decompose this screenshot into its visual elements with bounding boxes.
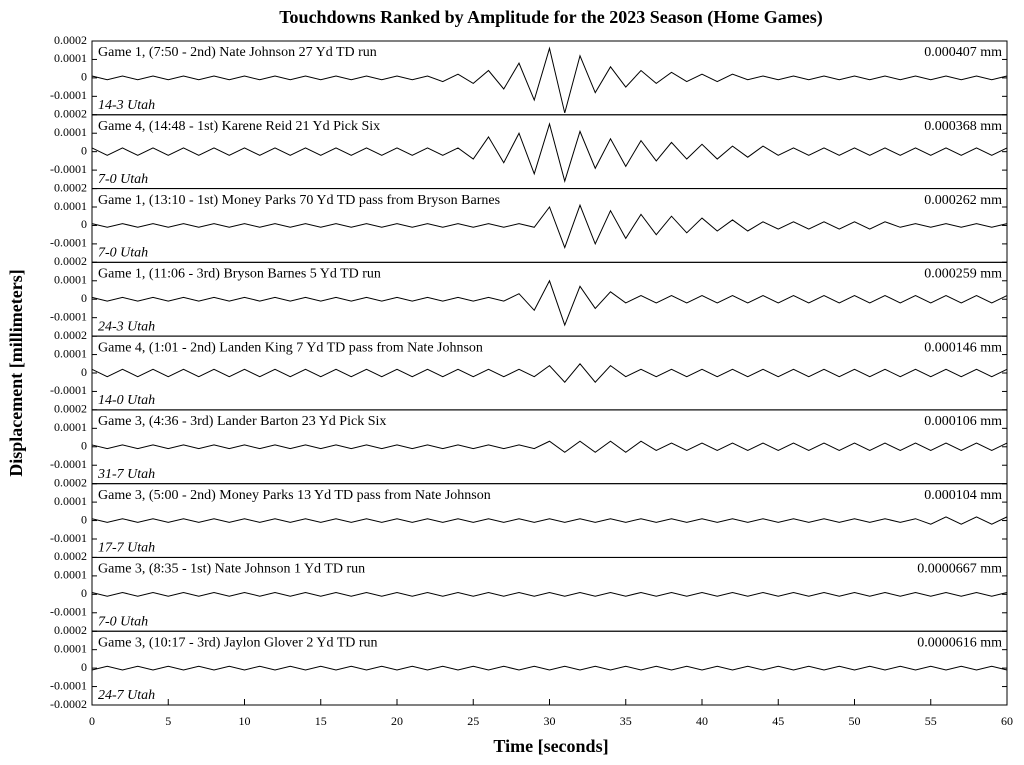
panel-score: 7-0 Utah [98,246,148,261]
panel-score: 14-3 Utah [98,98,155,113]
y-tick-label: 0.0001 [54,273,87,287]
waveform [91,122,1008,183]
x-tick-label: 10 [239,714,251,728]
y-tick-label: -0.0001 [50,383,87,397]
y-tick-label: 0.0001 [54,51,87,65]
y-tick-label: -0.0001 [50,162,87,176]
x-tick-label: 35 [620,714,632,728]
y-tick-label: 0.0001 [54,420,87,434]
panel-label: Game 4, (1:01 - 2nd) Landen King 7 Yd TD… [98,340,483,355]
y-tick-label: -0.0001 [50,678,87,692]
panel-label: Game 1, (11:06 - 3rd) Bryson Barnes 5 Yd… [98,267,381,282]
y-tick-label: 0.0002 [54,33,87,47]
chart-title: Touchdowns Ranked by Amplitude for the 2… [279,7,823,28]
panel-amplitude: 0.000368 mm [924,119,1002,134]
y-tick-label: 0.0002 [54,328,87,342]
waveform [91,665,1008,671]
y-tick-label: 0 [81,512,87,526]
x-tick-label: 60 [1001,714,1013,728]
waveform [91,46,1008,114]
waveform [91,362,1008,383]
y-tick-label: 0 [81,291,87,305]
y-tick-label: 0 [81,586,87,600]
y-tick-label: -0.0001 [50,605,87,619]
panel-score: 17-7 Utah [98,541,155,556]
y-axis-title: Displacement [millimeters] [6,269,26,476]
panel-amplitude: 0.000104 mm [924,488,1002,503]
y-tick-label: 0.0001 [54,494,87,508]
panel-label: Game 1, (13:10 - 1st) Money Parks 70 Yd … [98,193,500,208]
panel-score: 31-7 Utah [97,467,155,482]
x-tick-label: 0 [89,714,95,728]
y-tick-label: -0.0001 [50,88,87,102]
y-tick-label: 0.0001 [54,641,87,655]
waveform [91,440,1008,453]
y-tick-label: 0.0002 [54,475,87,489]
x-tick-label: 55 [925,714,937,728]
panel-amplitude: 0.000146 mm [924,340,1002,355]
x-tick-label: 15 [315,714,327,728]
x-tick-label: 50 [849,714,861,728]
y-tick-label: -0.0001 [50,236,87,250]
x-tick-label: 30 [544,714,556,728]
y-tick-label: 0.0001 [54,125,87,139]
panel-amplitude: 0.000407 mm [924,45,1002,60]
y-tick-label: -0.0001 [50,457,87,471]
x-tick-label: 5 [165,714,171,728]
waveform [91,203,1008,250]
x-tick-label: 20 [391,714,403,728]
y-tick-label: 0 [81,143,87,157]
panel-score: 14-0 Utah [98,393,155,408]
panel-score: 24-7 Utah [98,688,155,703]
panel-amplitude: 0.0000667 mm [917,562,1002,577]
panel-label: Game 3, (8:35 - 1st) Nate Johnson 1 Yd T… [98,562,365,577]
x-tick-label: 40 [696,714,708,728]
panel-score: 7-0 Utah [98,172,148,187]
y-tick-label: 0.0002 [54,254,87,268]
y-tick-label: 0.0001 [54,568,87,582]
x-tick-label: 45 [772,714,784,728]
x-axis-title: Time [seconds] [493,736,608,756]
panel-amplitude: 0.0000616 mm [917,635,1002,650]
y-tick-label: -0.0001 [50,309,87,323]
y-tick-label: 0.0001 [54,346,87,360]
y-tick-label: -0.0002 [50,697,87,711]
panel-score: 24-3 Utah [98,319,155,334]
y-tick-label: 0 [81,70,87,84]
panel-score: 7-0 Utah [98,614,148,629]
waveform [91,591,1008,597]
y-tick-label: 0.0002 [54,402,87,416]
x-tick-label: 25 [467,714,479,728]
panel-label: Game 3, (10:17 - 3rd) Jaylon Glover 2 Yd… [98,635,378,650]
y-tick-label: 0.0002 [54,623,87,637]
y-tick-label: 0 [81,660,87,674]
y-tick-label: 0.0002 [54,549,87,563]
panel-label: Game 4, (14:48 - 1st) Karene Reid 21 Yd … [98,119,380,134]
panel-amplitude: 0.000106 mm [924,414,1002,429]
panel-label: Game 1, (7:50 - 2nd) Nate Johnson 27 Yd … [98,45,377,60]
waveform [91,516,1008,525]
panel-amplitude: 0.000259 mm [924,267,1002,282]
y-tick-label: 0.0001 [54,199,87,213]
y-tick-label: 0.0002 [54,107,87,121]
y-tick-label: 0 [81,365,87,379]
panel-label: Game 3, (4:36 - 3rd) Lander Barton 23 Yd… [98,414,386,429]
panel-label: Game 3, (5:00 - 2nd) Money Parks 13 Yd T… [98,488,491,503]
y-tick-label: -0.0001 [50,531,87,545]
y-tick-label: 0 [81,217,87,231]
waveform [91,279,1008,327]
y-tick-label: 0 [81,439,87,453]
panel-amplitude: 0.000262 mm [924,193,1002,208]
y-tick-label: 0.0002 [54,180,87,194]
